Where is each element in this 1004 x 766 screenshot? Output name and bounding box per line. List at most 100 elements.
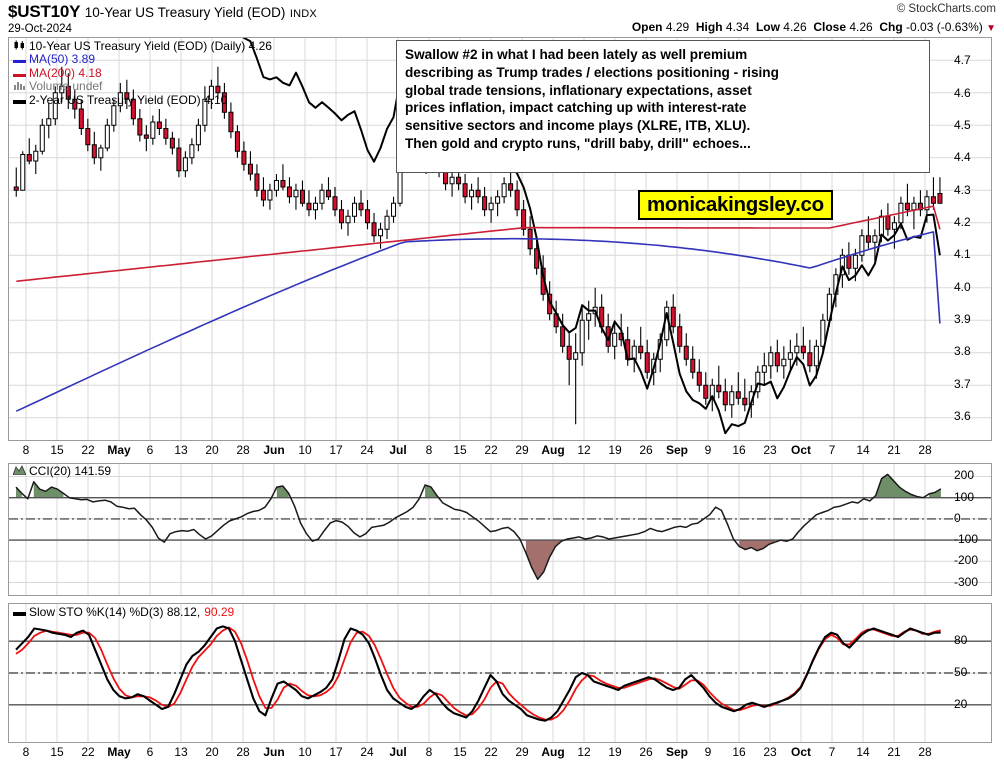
- y-tick-label: 3.6: [954, 408, 971, 423]
- volume-bars-icon: [12, 80, 26, 93]
- price-x-axis: 8 15 22 May 6 13 20 28 Jun 10 17 24 Jul 8 15 22 29 Aug 12 1…: [8, 443, 948, 463]
- sto-label: Slow STO %K(14) %D(3) 88.12,: [29, 605, 201, 619]
- x-tick-label: 10: [298, 745, 312, 759]
- price-legend: 10-Year US Treasury Yield (EOD) (Daily) …: [12, 39, 272, 107]
- overlay-label: 2-Year US Treasury Yield (EOD) 4.10: [29, 92, 228, 107]
- x-tick-label: Jun: [263, 745, 285, 759]
- x-tick-label: 7: [828, 745, 836, 759]
- cci-plot-area[interactable]: [9, 464, 991, 595]
- x-tick-label: 8: [22, 443, 30, 457]
- x-tick-label: 21: [887, 443, 901, 457]
- y-tick-label: 100: [954, 489, 975, 504]
- symbol-ticker: $UST10Y: [8, 2, 81, 21]
- x-tick-label: 22: [484, 443, 498, 457]
- price-y-axis: 4.7 4.6 4.5 4.4 4.3 4.2 4.1 4.0 3.9 3.8 3.7 3.6: [948, 37, 998, 441]
- quote-date: 29-Oct-2024: [8, 23, 72, 35]
- slow-sto-legend: Slow STO %K(14) %D(3) 88.12, 90.29: [12, 605, 235, 619]
- x-tick-label: 12: [577, 443, 591, 457]
- x-tick-label: 14: [856, 745, 870, 759]
- y-tick-label: 4.4: [954, 150, 971, 165]
- close-value: 4.26: [849, 20, 873, 34]
- slow-sto-plot-area[interactable]: [9, 604, 991, 742]
- y-tick-label: 4.0: [954, 279, 971, 294]
- x-tick-label: 22: [81, 745, 95, 759]
- y-tick-label: 20: [954, 696, 968, 711]
- x-tick-label: May: [107, 443, 131, 457]
- x-tick-label: 23: [763, 443, 777, 457]
- annotation-line: Swallow #2 in what I had been lately as …: [405, 47, 748, 62]
- x-tick-label: 28: [236, 443, 250, 457]
- x-tick-label: 26: [639, 745, 653, 759]
- x-tick-label: Oct: [791, 745, 812, 759]
- ma50-label: MA(50) 3.89: [29, 52, 96, 67]
- x-tick-label: 28: [236, 745, 250, 759]
- x-tick-label: Sep: [666, 745, 689, 759]
- y-tick-label: 3.7: [954, 376, 971, 391]
- x-tick-label: Oct: [791, 443, 812, 457]
- x-tick-label: 12: [577, 745, 591, 759]
- x-tick-label: 13: [174, 443, 188, 457]
- x-tick-label: 7: [828, 443, 836, 457]
- annotation-line: global trade tensions, inflationary expe…: [405, 82, 752, 98]
- x-tick-label: 20: [205, 443, 219, 457]
- high-label: High: [695, 20, 723, 34]
- cci-panel: CCI(20) 141.59: [8, 463, 992, 596]
- volume-label: Volume undef: [29, 79, 103, 94]
- x-tick-label: 8: [425, 745, 433, 759]
- legend-row-sto: Slow STO %K(14) %D(3) 88.12, 90.29: [12, 605, 235, 619]
- y-tick-label: 4.6: [954, 85, 971, 100]
- y-tick-label: 4.2: [954, 214, 971, 229]
- x-tick-label: 28: [918, 745, 932, 759]
- y-tick-label: 0: [954, 510, 961, 525]
- x-tick-label: 9: [704, 745, 712, 759]
- x-tick-label: 29: [515, 443, 529, 457]
- x-tick-label: 14: [856, 443, 870, 457]
- x-tick-label: Jul: [389, 745, 407, 759]
- candlestick-icon: [12, 40, 26, 53]
- chg-label: Chg: [879, 20, 903, 34]
- x-tick-label: 15: [50, 745, 64, 759]
- x-tick-label: 19: [608, 443, 622, 457]
- slow-sto-panel: Slow STO %K(14) %D(3) 88.12, 90.29: [8, 603, 992, 743]
- chg-value: -0.03 (-0.63%): [906, 20, 983, 34]
- open-value: 4.29: [665, 20, 690, 34]
- chart-annotation-textbox: Swallow #2 in what I had been lately as …: [396, 40, 930, 173]
- slow-sto-x-axis: 8 15 22 May 6 13 20 28 Jun 10 17 24 Jul 8 15 22 29 Aug 12 1…: [8, 745, 948, 765]
- high-value: 4.34: [725, 20, 750, 34]
- price-series-label: 10-Year US Treasury Yield (EOD) (Daily) …: [29, 39, 272, 53]
- legend-row-volume: Volume undef: [12, 79, 272, 94]
- x-tick-label: 29: [515, 745, 529, 759]
- cci-legend: CCI(20) 141.59: [11, 464, 111, 478]
- y-tick-label: 4.3: [954, 182, 971, 197]
- open-label: Open: [631, 20, 663, 34]
- legend-row-ma50: MA(50) 3.89: [12, 52, 272, 67]
- sto-d-value: 90.29: [204, 605, 235, 619]
- x-tick-label: 6: [146, 745, 154, 759]
- low-label: Low: [755, 20, 780, 34]
- cci-y-axis: 200 100 0 -100 -200 -300: [948, 463, 998, 596]
- symbol-description: 10-Year US Treasury Yield (EOD): [84, 5, 286, 20]
- chart-header: $UST10Y 10-Year US Treasury Yield (EOD) …: [8, 2, 317, 35]
- sto-line-icon: [12, 606, 26, 619]
- annotation-line: describing as Trump trades / elections p…: [405, 64, 779, 80]
- x-tick-label: 6: [146, 443, 154, 457]
- watermark-text: monicakingsley.co: [647, 193, 824, 216]
- x-tick-label: 22: [81, 443, 95, 457]
- annotation-line: sensitive sectors and income plays (XLRE…: [405, 118, 751, 134]
- overlay-line-icon: [12, 94, 26, 107]
- x-tick-label: 16: [732, 745, 746, 759]
- x-tick-label: 15: [453, 443, 467, 457]
- x-tick-label: Jun: [263, 443, 285, 457]
- x-tick-label: 17: [329, 443, 343, 457]
- y-tick-label: 4.7: [954, 53, 971, 68]
- y-tick-label: 4.1: [954, 247, 971, 262]
- y-tick-label: 4.5: [954, 117, 971, 132]
- x-tick-label: 22: [484, 745, 498, 759]
- x-tick-label: 15: [453, 745, 467, 759]
- cci-area-icon: [11, 465, 27, 478]
- x-tick-label: 28: [918, 443, 932, 457]
- x-tick-label: 24: [360, 745, 374, 759]
- y-tick-label: 3.9: [954, 311, 971, 326]
- x-tick-label: 10: [298, 443, 312, 457]
